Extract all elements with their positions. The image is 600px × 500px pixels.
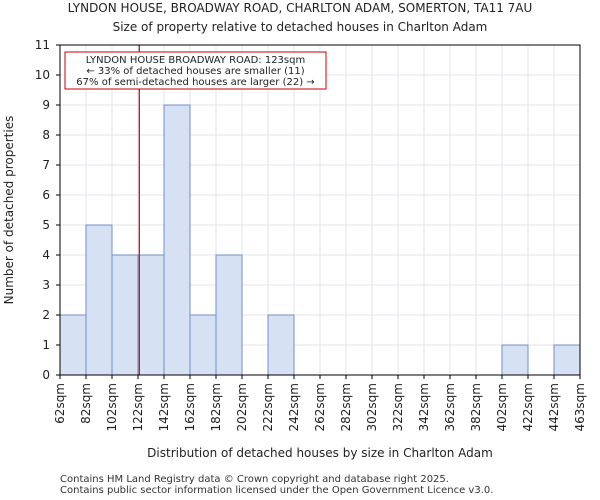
x-tick-label: 182sqm <box>209 383 223 431</box>
footer-line2: Contains public sector information licen… <box>60 485 494 496</box>
y-tick-label: 7 <box>42 158 50 172</box>
annotation-line1: LYNDON HOUSE BROADWAY ROAD: 123sqm <box>86 55 305 66</box>
x-tick-label: 442sqm <box>547 383 561 431</box>
bar-402sqm <box>501 344 529 376</box>
x-tick-label: 463sqm <box>573 383 587 431</box>
y-axis-ticks: 0 1 2 3 4 5 6 7 8 9 10 11 <box>35 38 60 382</box>
x-tick-label: 402sqm <box>495 383 509 431</box>
x-axis-label: Distribution of detached houses by size … <box>147 446 493 460</box>
y-tick-label: 3 <box>42 278 50 292</box>
bar-122sqm <box>137 254 165 376</box>
y-tick-label: 0 <box>42 368 50 382</box>
y-tick-label: 11 <box>35 38 50 52</box>
x-tick-label: 362sqm <box>443 383 457 431</box>
x-tick-label: 342sqm <box>417 383 431 431</box>
x-tick-label: 322sqm <box>391 383 405 431</box>
bar-182sqm <box>215 254 243 376</box>
x-tick-label: 222sqm <box>261 383 275 431</box>
y-tick-label: 9 <box>42 98 50 112</box>
bar-102sqm <box>111 254 139 376</box>
y-tick-label: 5 <box>42 218 50 232</box>
footer-line1: Contains HM Land Registry data © Crown c… <box>60 474 449 485</box>
x-tick-label: 422sqm <box>521 383 535 431</box>
x-tick-label: 142sqm <box>157 383 171 431</box>
y-axis-label: Number of detached properties <box>2 116 16 305</box>
x-tick-label: 282sqm <box>339 383 353 431</box>
x-tick-label: 382sqm <box>469 383 483 431</box>
chart-title-line2: Size of property relative to detached ho… <box>113 20 488 34</box>
y-tick-label: 8 <box>42 128 50 142</box>
x-tick-label: 122sqm <box>131 383 145 431</box>
bars <box>59 104 581 376</box>
bar-222sqm <box>267 314 295 376</box>
y-tick-label: 1 <box>42 338 50 352</box>
footer-attribution: Contains HM Land Registry data © Crown c… <box>60 474 493 496</box>
y-tick-label: 4 <box>42 248 50 262</box>
bar-442sqm <box>553 344 581 376</box>
y-tick-label: 2 <box>42 308 50 322</box>
annotation-box <box>64 51 327 90</box>
chart-title-line1: LYNDON HOUSE, BROADWAY ROAD, CHARLTON AD… <box>68 1 533 15</box>
y-tick-label: 6 <box>42 188 50 202</box>
x-tick-label: 102sqm <box>105 383 119 431</box>
annotation-line3: 67% of semi-detached houses are larger (… <box>76 77 314 88</box>
x-tick-label: 162sqm <box>183 383 197 431</box>
bar-162sqm <box>189 314 217 376</box>
x-tick-label: 302sqm <box>365 383 379 431</box>
x-tick-label: 62sqm <box>53 383 67 424</box>
bar-82sqm <box>85 224 113 376</box>
x-tick-label: 262sqm <box>313 383 327 431</box>
annotation-line2: ← 33% of detached houses are smaller (11… <box>86 66 304 77</box>
y-tick-label: 10 <box>35 68 50 82</box>
marker-annotation: LYNDON HOUSE BROADWAY ROAD: 123sqm ← 33%… <box>64 51 327 90</box>
x-tick-label: 242sqm <box>287 383 301 431</box>
x-axis-ticks: 62sqm 82sqm 102sqm 122sqm 142sqm 162sqm 182sqm… <box>53 375 587 431</box>
bar-142sqm <box>163 104 191 376</box>
x-tick-label: 202sqm <box>235 383 249 431</box>
x-tick-label: 82sqm <box>79 383 93 424</box>
bar-62sqm <box>59 314 87 376</box>
